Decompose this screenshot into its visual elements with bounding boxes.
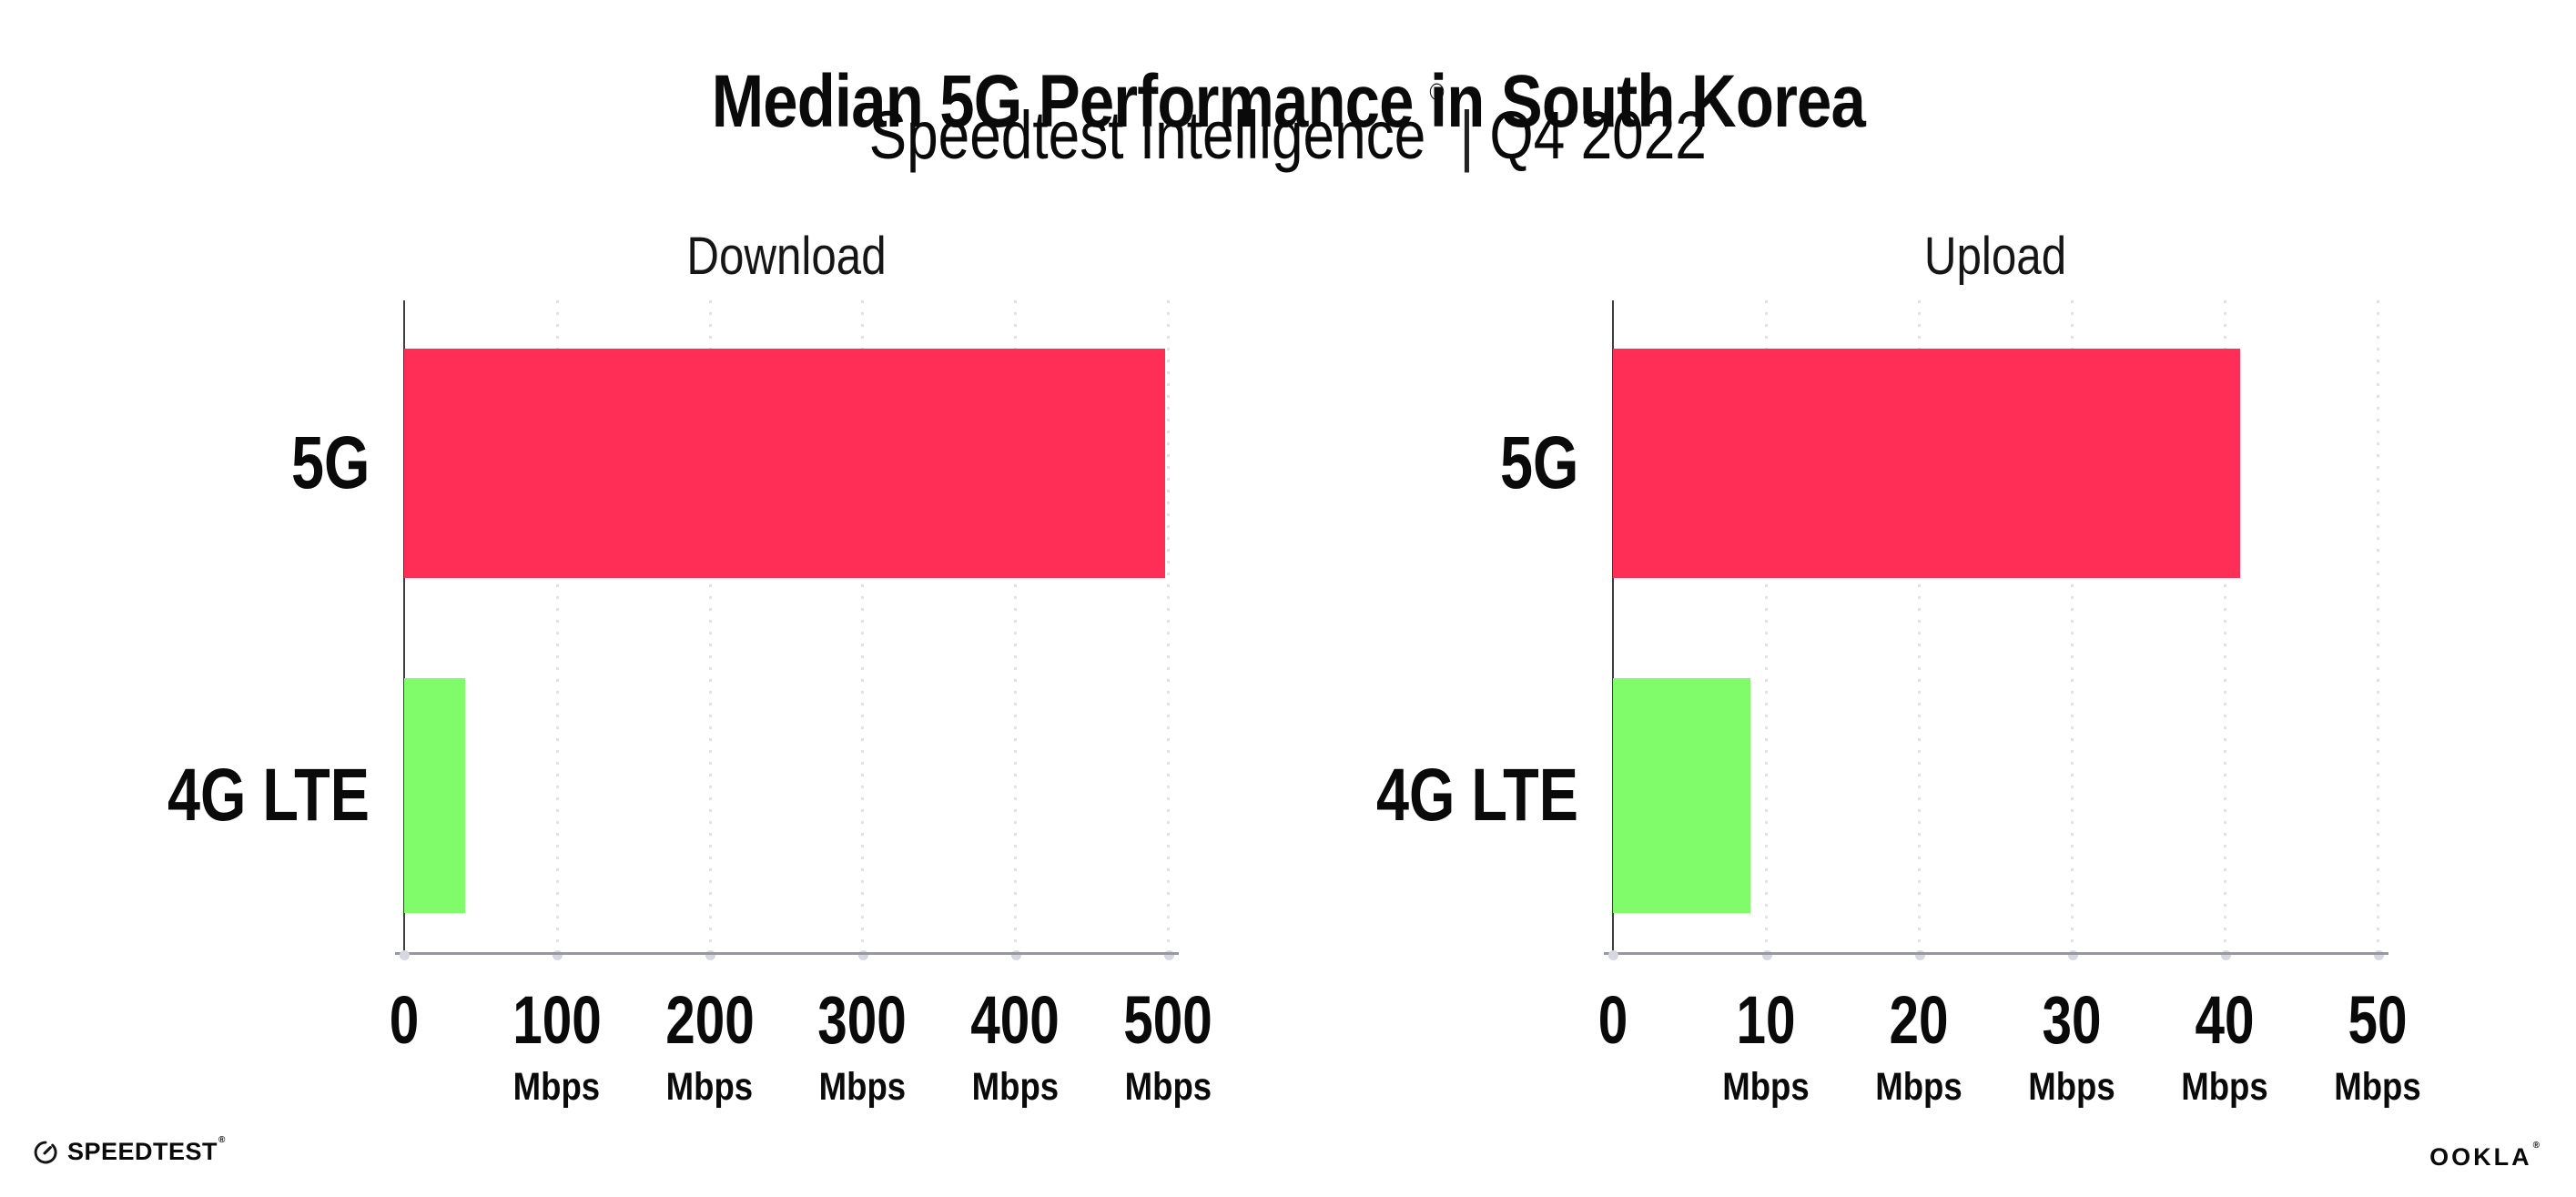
gridline [2373,300,2384,960]
x-tick: 40 Mbps [2174,987,2276,1107]
tick-unit: Mbps [1722,1065,1810,1109]
tick-unit: Mbps [1124,1065,1212,1109]
download-chart: Download 5G 4G LTE 0 100 Mbps 200 Mbps 3 [167,228,1212,1107]
gridline [857,300,868,960]
gridline [553,300,563,960]
x-tick: 200 Mbps [654,987,766,1107]
category-label-4g-lte: 4G LTE [167,754,370,837]
y-axis [1608,300,1618,960]
registered-mark: ® [1429,78,1445,107]
x-tick: 0 [385,987,422,1054]
tick-unit: Mbps [513,1065,601,1109]
page-subtitle-text: Speedtest Intelligence® | Q4 2022 [868,80,1708,173]
brand-name: Speedtest Intelligence [868,97,1426,173]
tick-value: 0 [1597,982,1628,1058]
x-axis [1604,952,2388,955]
ookla-registered-mark: ® [2532,1141,2542,1151]
tick-value: 500 [1123,982,1212,1058]
gridline [1163,300,1174,960]
tick-value: 0 [389,982,420,1058]
x-tick: 20 Mbps [1868,987,1970,1107]
ookla-logo: OOKLA® [2429,1141,2542,1172]
gridline [705,300,716,960]
x-tick: 100 Mbps [501,987,613,1107]
speedtest-logo: SPEEDTEST® [33,1135,226,1166]
bar-5g [404,349,1165,578]
tick-value: 200 [664,982,755,1058]
tick-unit: Mbps [2181,1065,2268,1109]
report-period: Q4 2022 [1489,97,1708,173]
gridline [1010,300,1021,960]
tick-value: 30 [2042,982,2102,1058]
speedtest-gauge-icon [33,1140,58,1165]
tick-unit: Mbps [665,1065,754,1109]
tick-value: 40 [2195,982,2255,1058]
tick-unit: Mbps [1875,1065,1962,1109]
tick-value: 300 [817,982,908,1058]
subtitle-separator: | [1459,97,1475,173]
upload-chart: Upload 5G 4G LTE 0 10 Mbps 20 Mbps 30 [1376,228,2421,1107]
chart-title: Download [685,227,887,287]
category-label-5g: 5G [1499,421,1578,504]
bar-4g-lte [404,678,466,913]
y-axis [400,300,410,960]
x-tick: 500 Mbps [1111,987,1223,1107]
x-tick: 0 [1594,987,1631,1054]
gridline [1914,300,1925,960]
page-subtitle: Speedtest Intelligence® | Q4 2022 [0,80,2576,173]
tick-unit: Mbps [2334,1065,2421,1109]
bar-4g-lte [1613,678,1751,913]
tick-value: 10 [1736,982,1796,1058]
tick-value: 100 [512,982,602,1058]
x-tick: 10 Mbps [1715,987,1817,1107]
tick-value: 400 [970,982,1060,1058]
tick-unit: Mbps [2028,1065,2115,1109]
ookla-wordmark: OOKLA [2429,1143,2532,1171]
x-tick: 400 Mbps [958,987,1070,1107]
tick-unit: Mbps [971,1065,1059,1109]
chart-title: Upload [1923,227,2067,287]
speedtest-registered-mark: ® [218,1135,226,1145]
category-label-4g-lte: 4G LTE [1376,754,1578,837]
tick-value: 50 [2348,982,2408,1058]
page-title-text: Median 5G Performance in South Korea [711,59,1865,143]
x-tick: 30 Mbps [2021,987,2123,1107]
bar-5g [1613,349,2240,578]
x-tick: 50 Mbps [2327,987,2429,1107]
gridline [1761,300,1772,960]
tick-unit: Mbps [818,1065,907,1109]
x-tick: 300 Mbps [806,987,918,1107]
speedtest-wordmark: SPEEDTEST® [67,1135,226,1165]
gridline [2067,300,2078,960]
gridline [2220,300,2231,960]
category-label-5g: 5G [290,421,370,504]
tick-value: 20 [1889,982,1949,1058]
x-axis [395,952,1179,955]
page-title: Median 5G Performance in South Korea [0,59,2576,143]
